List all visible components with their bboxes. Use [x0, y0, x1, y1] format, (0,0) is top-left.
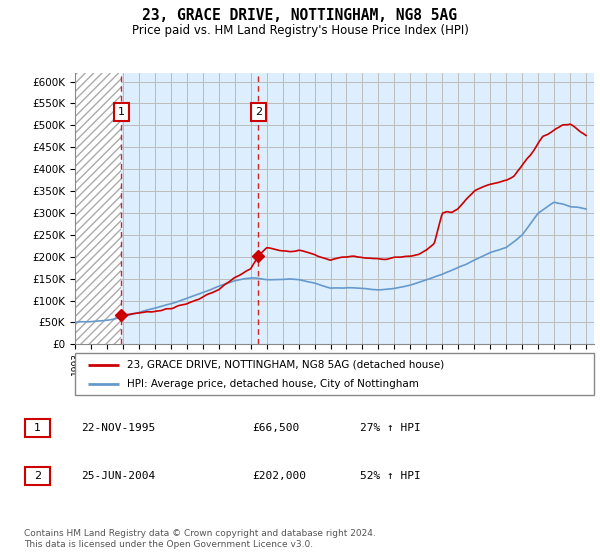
- FancyBboxPatch shape: [25, 467, 50, 485]
- Text: 1: 1: [118, 107, 125, 117]
- Text: 27% ↑ HPI: 27% ↑ HPI: [360, 423, 421, 433]
- Text: 23, GRACE DRIVE, NOTTINGHAM, NG8 5AG (detached house): 23, GRACE DRIVE, NOTTINGHAM, NG8 5AG (de…: [127, 360, 444, 370]
- Text: £66,500: £66,500: [252, 423, 299, 433]
- Text: Price paid vs. HM Land Registry's House Price Index (HPI): Price paid vs. HM Land Registry's House …: [131, 24, 469, 36]
- Text: 2: 2: [255, 107, 262, 117]
- Text: 52% ↑ HPI: 52% ↑ HPI: [360, 471, 421, 481]
- Text: £202,000: £202,000: [252, 471, 306, 481]
- Text: 22-NOV-1995: 22-NOV-1995: [81, 423, 155, 433]
- Text: Contains HM Land Registry data © Crown copyright and database right 2024.
This d: Contains HM Land Registry data © Crown c…: [24, 529, 376, 549]
- Text: 25-JUN-2004: 25-JUN-2004: [81, 471, 155, 481]
- Text: 2: 2: [34, 471, 41, 481]
- Text: HPI: Average price, detached house, City of Nottingham: HPI: Average price, detached house, City…: [127, 379, 419, 389]
- Text: 1: 1: [34, 423, 41, 433]
- FancyBboxPatch shape: [75, 353, 594, 395]
- FancyBboxPatch shape: [25, 419, 50, 437]
- Text: 23, GRACE DRIVE, NOTTINGHAM, NG8 5AG: 23, GRACE DRIVE, NOTTINGHAM, NG8 5AG: [143, 8, 458, 24]
